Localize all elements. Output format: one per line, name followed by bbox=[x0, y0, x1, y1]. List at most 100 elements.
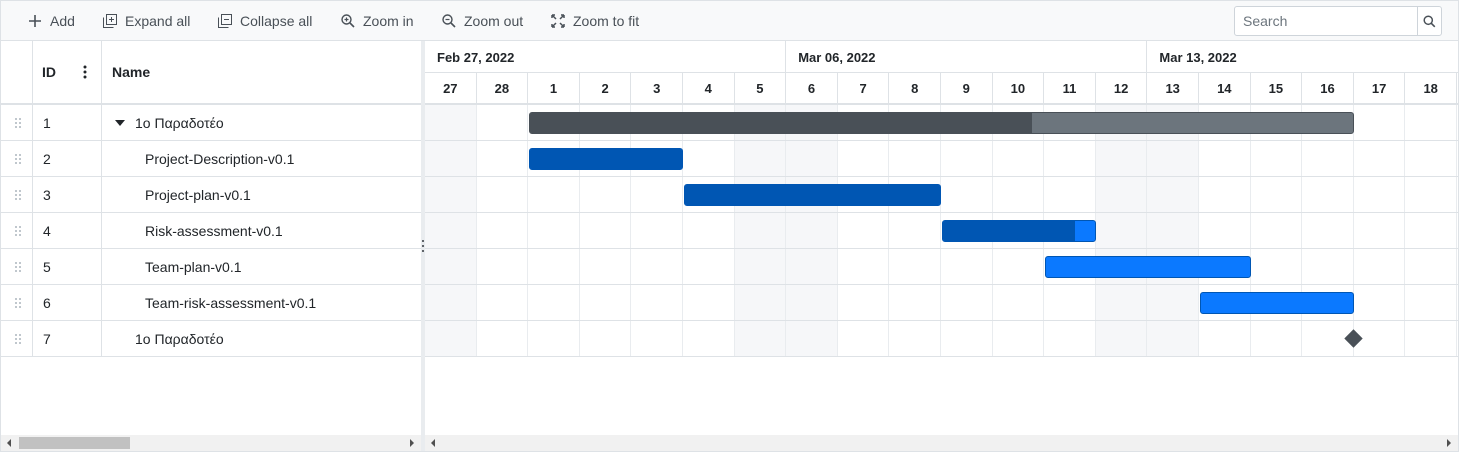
table-row[interactable]: 2 Project-Description-v0.1 bbox=[1, 141, 421, 177]
search-icon bbox=[1423, 14, 1436, 27]
day-header: 15 bbox=[1251, 73, 1303, 103]
cell-divider bbox=[101, 213, 102, 248]
day-header: 17 bbox=[1354, 73, 1406, 103]
day-header: 2 bbox=[580, 73, 632, 103]
scroll-right-arrow-icon[interactable] bbox=[410, 439, 414, 447]
day-header: 4 bbox=[683, 73, 735, 103]
task-bar[interactable] bbox=[684, 184, 941, 206]
day-header: 5 bbox=[735, 73, 787, 103]
drag-handle-icon[interactable] bbox=[13, 225, 23, 237]
day-column bbox=[580, 105, 632, 357]
zoom-in-button[interactable]: Zoom in bbox=[340, 1, 414, 41]
expand-all-label: Expand all bbox=[125, 13, 191, 29]
cell-divider bbox=[101, 105, 102, 140]
day-column bbox=[1405, 105, 1457, 357]
collapse-all-button[interactable]: Collapse all bbox=[217, 1, 312, 41]
collapse-caret-icon[interactable] bbox=[115, 120, 125, 126]
cell-divider bbox=[32, 177, 33, 212]
add-button[interactable]: Add bbox=[27, 1, 75, 41]
week-header: Mar 13, 2022 bbox=[1147, 41, 1458, 73]
expand-all-button[interactable]: Expand all bbox=[102, 1, 190, 41]
zoom-out-button[interactable]: Zoom out bbox=[441, 1, 523, 41]
day-header: 28 bbox=[477, 73, 529, 103]
cell-divider bbox=[101, 285, 102, 320]
row-name: 1ο Παραδοτέο bbox=[135, 114, 224, 131]
drag-handle-icon[interactable] bbox=[13, 261, 23, 273]
day-header: 6 bbox=[786, 73, 838, 103]
table-row[interactable]: 7 1ο Παραδοτέο bbox=[1, 321, 421, 357]
scroll-left-arrow-icon[interactable] bbox=[7, 439, 11, 447]
column-header-name[interactable]: Name bbox=[112, 64, 151, 80]
day-header: 9 bbox=[941, 73, 993, 103]
row-id: 6 bbox=[43, 294, 51, 311]
drag-handle-icon[interactable] bbox=[13, 189, 23, 201]
table-row[interactable]: 5 Team-plan-v0.1 bbox=[1, 249, 421, 285]
cell-divider bbox=[32, 105, 33, 140]
table-row[interactable]: 6 Team-risk-assessment-v0.1 bbox=[1, 285, 421, 321]
row-id: 5 bbox=[43, 258, 51, 275]
search-input[interactable] bbox=[1235, 7, 1417, 35]
drag-handle-icon[interactable] bbox=[13, 333, 23, 345]
day-header: 27 bbox=[425, 73, 477, 103]
chart-horizontal-scrollbar[interactable] bbox=[425, 435, 1458, 451]
zoom-to-fit-label: Zoom to fit bbox=[573, 13, 640, 29]
row-id: 4 bbox=[43, 222, 51, 239]
row-line bbox=[425, 176, 1458, 177]
cell-divider bbox=[32, 213, 33, 248]
header-divider bbox=[32, 41, 33, 103]
drag-handle-icon[interactable] bbox=[13, 153, 23, 165]
search-button[interactable] bbox=[1417, 7, 1441, 35]
row-id: 1 bbox=[43, 114, 51, 131]
task-bar[interactable] bbox=[1200, 292, 1354, 314]
collapse-all-icon bbox=[218, 14, 232, 28]
day-header: 1 bbox=[528, 73, 580, 103]
expand-all-icon bbox=[103, 14, 117, 28]
task-bar[interactable] bbox=[529, 148, 683, 170]
parent-task-bar[interactable] bbox=[529, 112, 1354, 134]
row-name: Team-plan-v0.1 bbox=[145, 258, 242, 275]
progress-fill bbox=[685, 185, 940, 205]
row-id: 2 bbox=[43, 150, 51, 167]
day-column bbox=[631, 105, 683, 357]
zoom-to-fit-button[interactable]: Zoom to fit bbox=[550, 1, 639, 41]
table-row[interactable]: 1 1ο Παραδοτέο bbox=[1, 105, 421, 141]
drag-handle-icon[interactable] bbox=[13, 117, 23, 129]
cell-divider bbox=[101, 141, 102, 176]
task-bar[interactable] bbox=[942, 220, 1096, 242]
scroll-left-arrow-icon[interactable] bbox=[431, 439, 435, 447]
row-name: Project-Description-v0.1 bbox=[145, 150, 295, 167]
gantt-chart: Feb 27, 2022 Mar 06, 2022 Mar 13, 2022 27 2… bbox=[425, 41, 1458, 451]
table-row[interactable]: 3 Project-plan-v0.1 bbox=[1, 177, 421, 213]
day-column bbox=[1302, 105, 1354, 357]
cell-divider bbox=[32, 285, 33, 320]
drag-handle-icon[interactable] bbox=[13, 297, 23, 309]
row-id: 3 bbox=[43, 186, 51, 203]
zoom-in-icon bbox=[341, 14, 355, 28]
scroll-right-arrow-icon[interactable] bbox=[1447, 439, 1451, 447]
day-column bbox=[1147, 105, 1199, 357]
grid-chart-splitter[interactable] bbox=[421, 41, 425, 451]
zoom-in-label: Zoom in bbox=[363, 13, 414, 29]
day-column bbox=[528, 105, 580, 357]
week-header: Mar 06, 2022 bbox=[786, 41, 1148, 73]
row-name: 1ο Παραδοτέο bbox=[135, 330, 224, 347]
day-column bbox=[683, 105, 735, 357]
column-header-id[interactable]: ID bbox=[42, 64, 56, 80]
cell-divider bbox=[101, 177, 102, 212]
grid-horizontal-scrollbar[interactable] bbox=[1, 435, 421, 451]
task-bar[interactable] bbox=[1045, 256, 1251, 278]
day-header: 3 bbox=[631, 73, 683, 103]
timeline-weeks: Feb 27, 2022 Mar 06, 2022 Mar 13, 2022 bbox=[425, 41, 1458, 73]
toolbar: Add Expand all Collapse all Zoom in Zoom… bbox=[1, 1, 1458, 41]
scrollbar-thumb[interactable] bbox=[19, 437, 130, 449]
timeline-days: 27 28 1 2 3 4 5 6 7 8 9 10 11 12 13 14 15 16 17 18 bbox=[425, 73, 1458, 105]
day-header: 10 bbox=[993, 73, 1045, 103]
day-header: 18 bbox=[1405, 73, 1457, 103]
progress-fill bbox=[530, 149, 682, 169]
table-row[interactable]: 4 Risk-assessment-v0.1 bbox=[1, 213, 421, 249]
row-id: 7 bbox=[43, 330, 51, 347]
column-menu-icon[interactable] bbox=[83, 64, 87, 80]
cell-divider bbox=[32, 141, 33, 176]
day-column bbox=[889, 105, 941, 357]
